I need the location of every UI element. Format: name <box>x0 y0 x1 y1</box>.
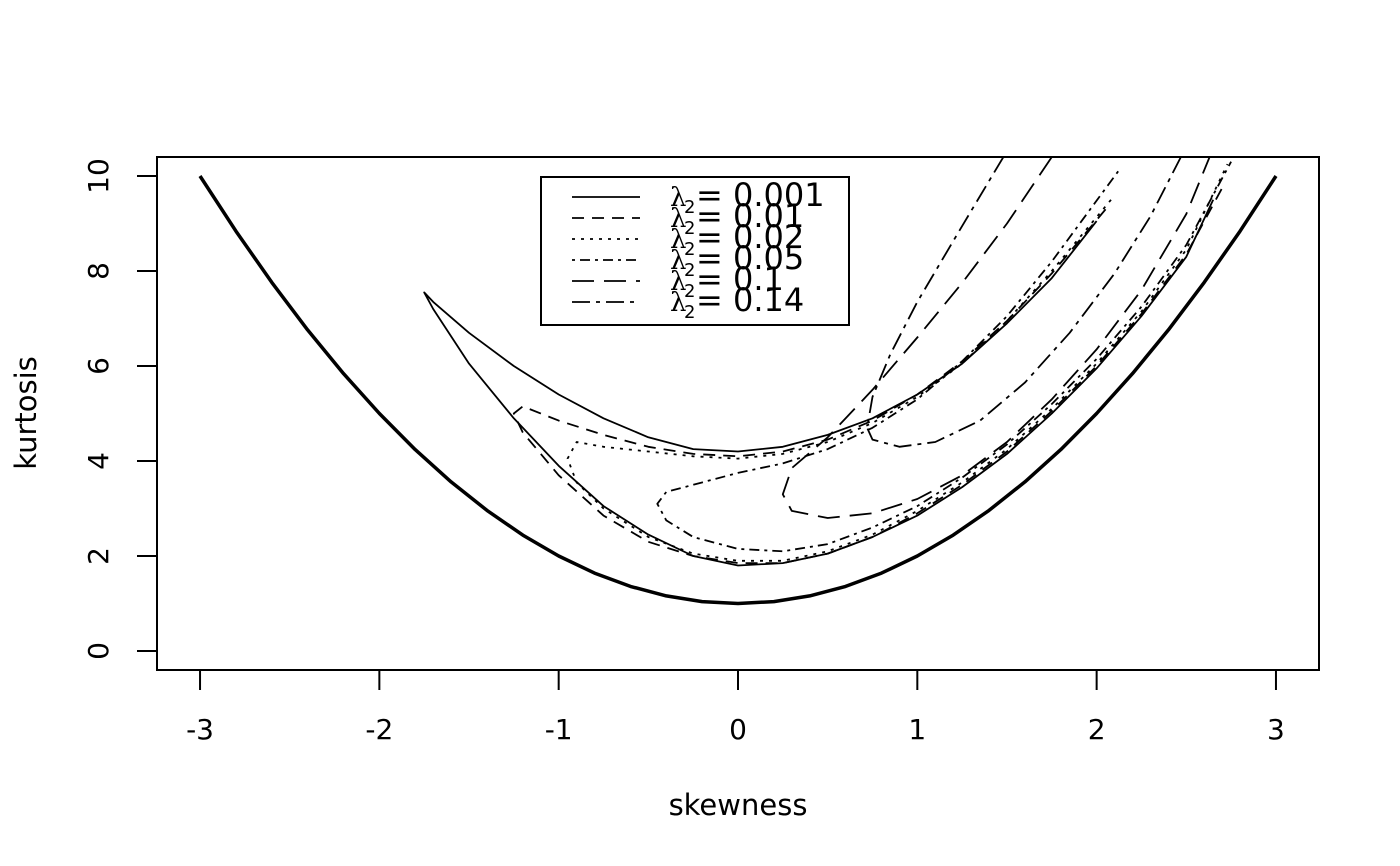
boundary-curve <box>198 175 1278 606</box>
y-tick-label: 8 <box>82 262 115 280</box>
y-tick-label: 10 <box>82 158 115 194</box>
y-tick-label: 6 <box>82 357 115 375</box>
x-tick-label: -1 <box>545 713 573 746</box>
x-tick-label: 0 <box>729 713 747 746</box>
series-line-5 <box>781 157 1211 519</box>
legend-subscript: 2 <box>684 218 695 239</box>
legend-lambda: λ <box>670 267 686 297</box>
x-tick-label: 1 <box>908 713 926 746</box>
legend-label-1: = 0.001 <box>696 176 825 214</box>
legend-lambda: λ <box>670 288 686 318</box>
series-line-1 <box>423 199 1215 567</box>
y-tick-label: 4 <box>82 452 115 470</box>
legend-subscript: 2 <box>684 239 695 260</box>
x-tick-label: -3 <box>186 713 214 746</box>
legend-subscript: 2 <box>684 260 695 281</box>
legend-label-4: = 0.05 <box>696 239 804 277</box>
legend-label-2: = 0.01 <box>696 197 804 235</box>
curves-group <box>198 157 1278 606</box>
legend-lambda: λ <box>670 225 686 255</box>
legend-label-3: = 0.02 <box>696 218 804 256</box>
series-line-4 <box>656 161 1232 553</box>
x-tick-label: -2 <box>365 713 393 746</box>
x-axis: -3 -2 -1 0 1 2 3 <box>186 669 1285 746</box>
y-tick-label: 0 <box>82 642 115 660</box>
series-line-6 <box>866 157 1182 448</box>
y-axis-title: kurtosis <box>9 356 43 470</box>
x-tick-label: 3 <box>1267 713 1285 746</box>
series-line-2 <box>512 187 1223 564</box>
x-axis-title: skewness <box>669 788 808 822</box>
legend-subscript: 2 <box>684 281 695 302</box>
legend-lambda: λ <box>670 204 686 234</box>
legend-box <box>540 176 850 326</box>
series-line-3 <box>566 163 1229 562</box>
x-tick-label: 2 <box>1088 713 1106 746</box>
y-tick-label: 2 <box>82 547 115 565</box>
legend-subscript: 2 <box>684 302 695 323</box>
legend-subscript: 2 <box>684 197 695 218</box>
y-axis: 0 2 4 6 8 10 <box>82 158 158 660</box>
legend-label-5: = 0.1 <box>696 260 784 298</box>
legend-label-6: = 0.14 <box>696 281 804 319</box>
legend-lambda: λ <box>670 246 686 276</box>
legend-lambda: λ <box>670 183 686 213</box>
